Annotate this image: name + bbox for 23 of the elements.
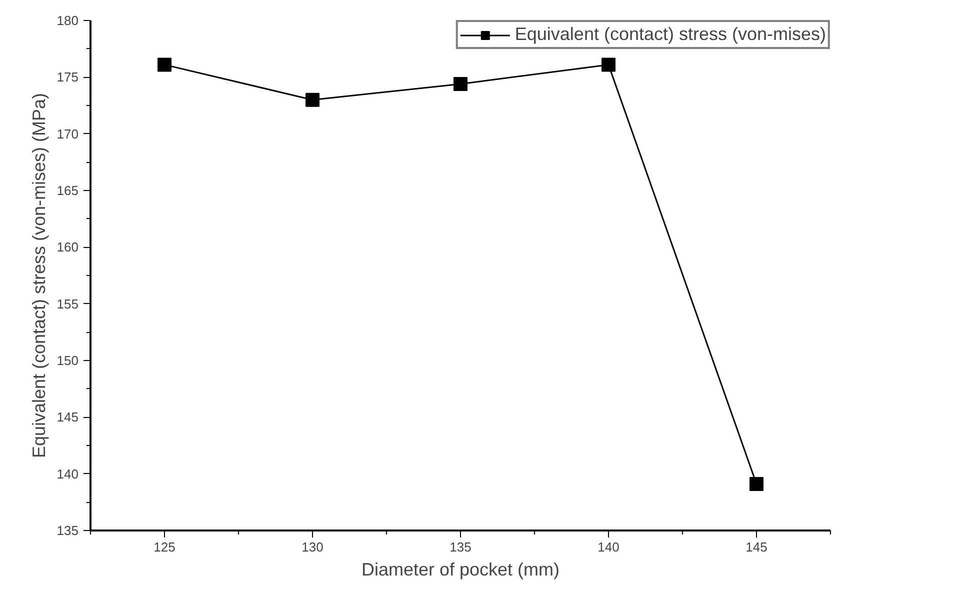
y-tick-label: 135	[56, 523, 79, 538]
point	[454, 76, 468, 91]
y-tick-label: 165	[56, 183, 79, 198]
y-tick-label: 150	[56, 353, 79, 368]
x-tick-label: 125	[154, 540, 176, 554]
point	[306, 92, 320, 107]
x-axis-title: Diameter of pocket (mm)	[361, 560, 560, 580]
y-axis-title: Equivalent (contact) stress (von-mises) (MPa)	[28, 92, 49, 458]
y-tick-label: 155	[56, 296, 79, 312]
y-tick-label: 180	[56, 13, 79, 28]
x-tick-label: 130	[302, 540, 324, 554]
y-tick-label: 160	[56, 240, 79, 255]
x-tick-label: 135	[450, 540, 472, 554]
legend-label: Equivalent (contact) stress (von-mises)	[514, 24, 826, 45]
x-tick-label: 145	[746, 540, 768, 554]
y-tick-label: 140	[56, 466, 79, 482]
x-tick-label: 140	[598, 540, 620, 554]
y-tick-label: 145	[56, 410, 79, 425]
point	[602, 58, 616, 72]
y-tick-label: 175	[56, 70, 79, 85]
y-tick-label: 170	[56, 126, 79, 142]
point	[750, 477, 764, 492]
point	[158, 58, 172, 72]
